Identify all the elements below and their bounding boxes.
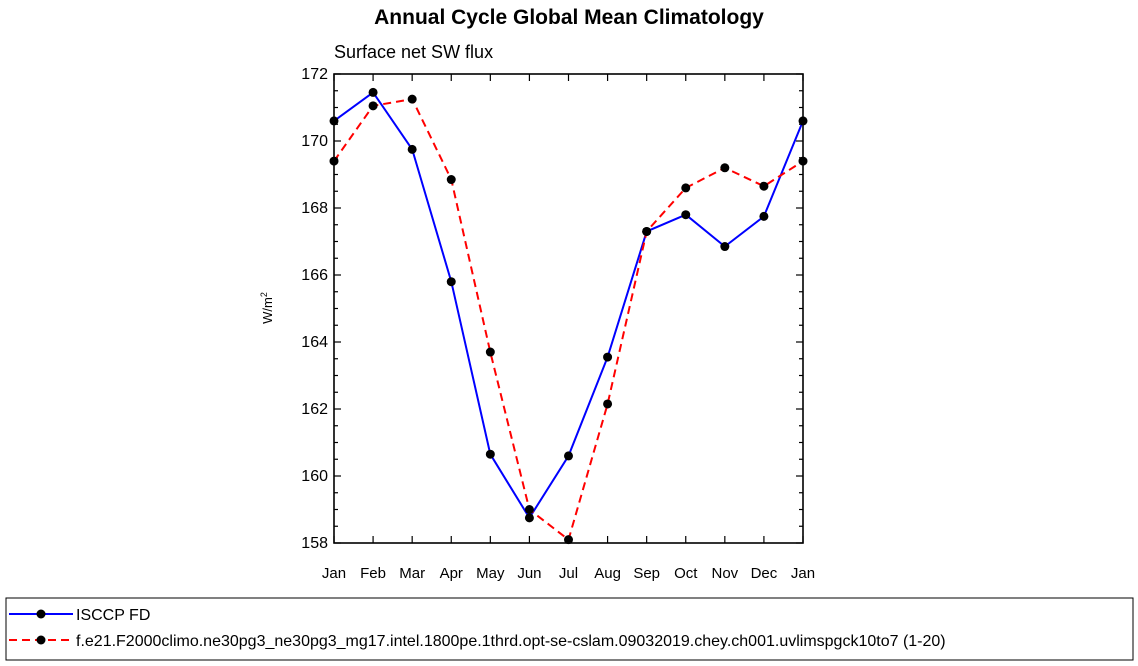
- series-1-point: [446, 277, 456, 287]
- series-1-point: [564, 451, 573, 461]
- y-axis-label: W/m2: [259, 292, 275, 324]
- x-tick-label: Jun: [517, 565, 541, 582]
- x-tick-label: Feb: [360, 565, 386, 582]
- x-tick-label: Dec: [751, 565, 778, 582]
- x-tick-label: May: [476, 565, 505, 582]
- series-1-point: [798, 116, 808, 126]
- plot-frame: [333, 73, 804, 544]
- y-axis-label-unit: W/m: [260, 297, 275, 324]
- series-1-point: [407, 144, 417, 154]
- series-1-point: [368, 87, 378, 97]
- x-tick-label: Jul: [559, 565, 578, 582]
- series-1-point: [720, 242, 730, 252]
- series-2-point: [368, 101, 378, 111]
- legend: ISCCP FD f.e21.F2000climo.ne30pg3_ne30pg3…: [5, 597, 1134, 661]
- series-2-point: [485, 347, 495, 357]
- y-tick-label: 160: [301, 468, 328, 485]
- y-axis-label-exponent: 2: [259, 292, 269, 297]
- y-tick-label: 170: [301, 133, 328, 150]
- legend-marker-2: [36, 635, 46, 645]
- plot-area: 158 160 162 164 166 168 170 172 Jan Feb Mar Apr May J…: [301, 66, 815, 582]
- legend-label-2: f.e21.F2000climo.ne30pg3_ne30pg3_mg17.in…: [76, 633, 946, 650]
- chart-subtitle: Surface net SW flux: [334, 42, 493, 62]
- x-tick-label: Sep: [633, 565, 660, 582]
- series-2-point: [603, 399, 613, 409]
- x-tick-label: Jan: [791, 565, 815, 582]
- series-2-point: [642, 226, 652, 236]
- legend-label-1: ISCCP FD: [76, 607, 150, 624]
- series-1-point: [485, 449, 495, 459]
- x-tick-label: Jan: [322, 565, 346, 582]
- series-1-point: [603, 352, 613, 362]
- x-tick-label: Oct: [674, 565, 698, 582]
- series-1-point: [681, 210, 691, 220]
- series-2-point: [681, 183, 691, 193]
- series-line-2: [333, 97, 804, 542]
- series-2-point: [798, 156, 808, 166]
- x-tick-label: Mar: [399, 565, 425, 582]
- series-2-point: [329, 156, 339, 166]
- y-tick-label: 158: [301, 535, 328, 552]
- x-tick-label: Nov: [711, 565, 738, 582]
- legend-box: [5, 597, 1134, 661]
- series-2-point: [720, 163, 730, 173]
- series-1-point: [524, 513, 534, 523]
- legend-marker-1: [36, 609, 46, 619]
- series-1-point: [759, 211, 769, 221]
- series-2-point: [759, 181, 769, 191]
- x-tick-label: Apr: [440, 565, 463, 582]
- chart-title: Annual Cycle Global Mean Climatology: [374, 6, 764, 29]
- series-2-point: [446, 175, 456, 185]
- y-tick-label: 172: [301, 66, 328, 83]
- y-tick-label: 166: [301, 267, 328, 284]
- series-2-point: [564, 535, 573, 545]
- y-tick-label: 162: [301, 401, 328, 418]
- y-tick-label: 164: [301, 334, 328, 351]
- series-2-point: [524, 505, 534, 514]
- series-2-point: [407, 94, 417, 104]
- series-1-point: [329, 116, 339, 126]
- y-tick-label: 168: [301, 200, 328, 217]
- x-tick-label: Aug: [594, 565, 621, 582]
